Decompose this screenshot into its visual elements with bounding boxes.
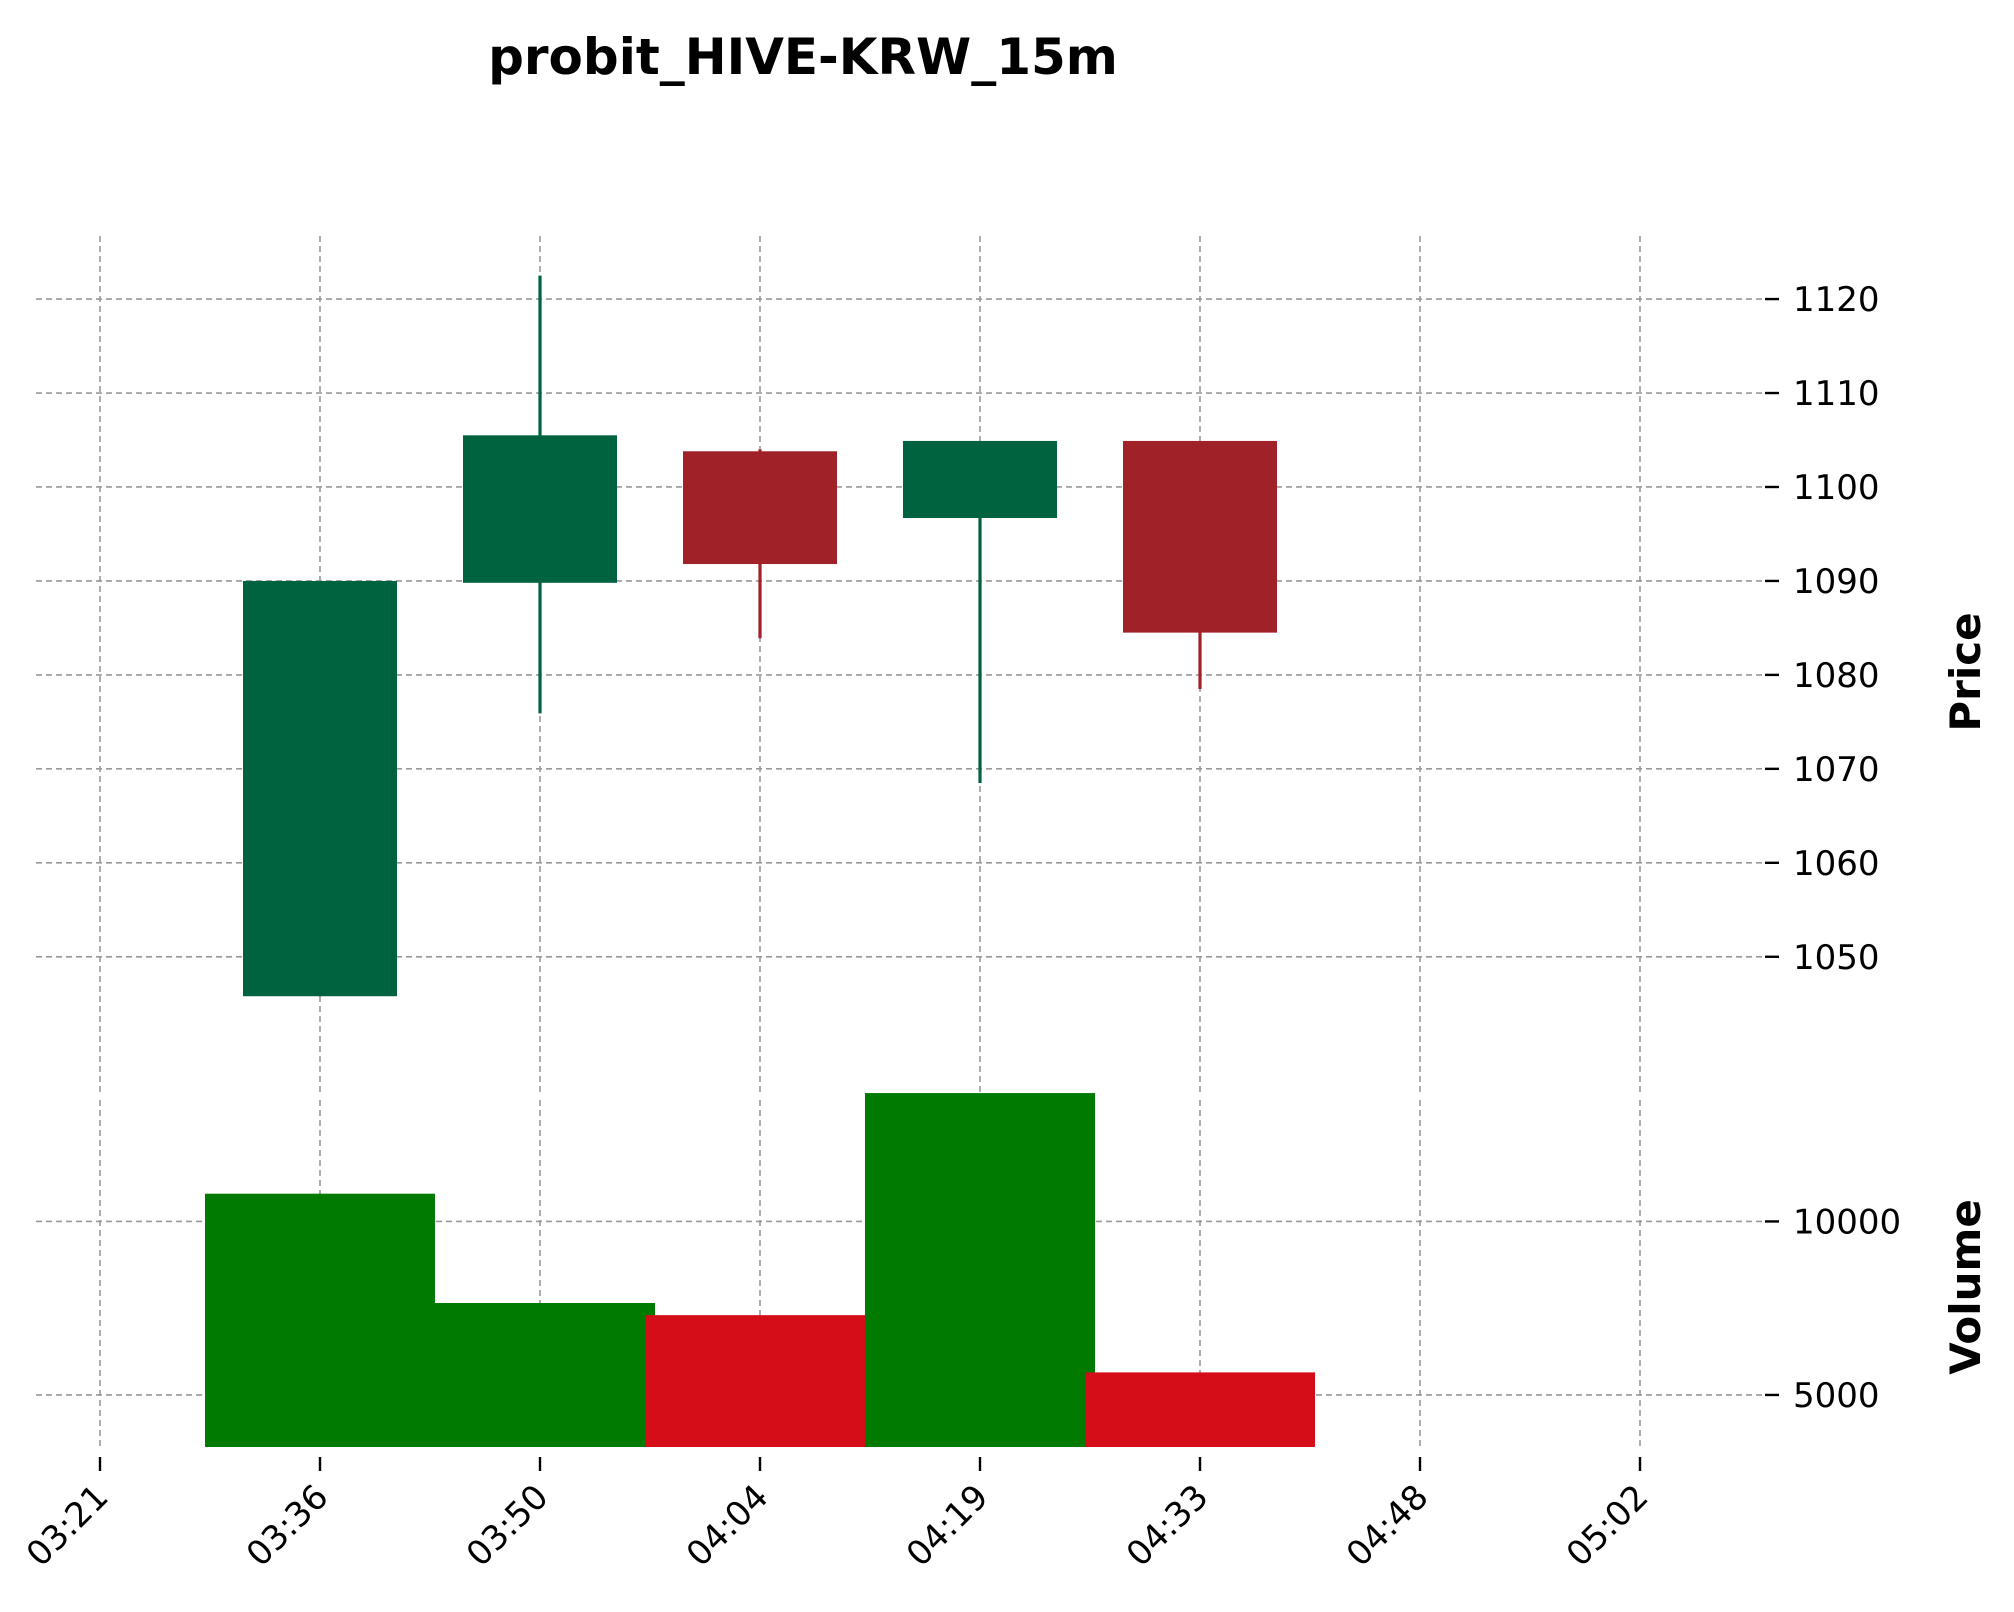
- time-tick-label: 03:50: [459, 1477, 557, 1575]
- price-tick-label: 1100: [1793, 468, 1880, 508]
- volume-bar: [645, 1315, 875, 1447]
- price-tick-label: 1120: [1793, 280, 1880, 320]
- volume-bar: [1085, 1372, 1315, 1447]
- candle-body: [903, 440, 1057, 518]
- volume-bar: [205, 1193, 435, 1447]
- price-tick-label: 1080: [1793, 656, 1880, 696]
- candle-body: [463, 435, 617, 583]
- price-tick-label: 1070: [1793, 750, 1880, 790]
- price-axis-label: Price: [1941, 612, 1990, 731]
- volume-bar: [865, 1093, 1095, 1447]
- candle-body: [1123, 440, 1277, 633]
- price-tick-label: 1090: [1793, 562, 1880, 602]
- time-tick-label: 05:02: [1559, 1477, 1657, 1575]
- volume-axis-label: Volume: [1941, 1199, 1990, 1375]
- time-tick-label: 04:04: [679, 1477, 777, 1575]
- time-tick-label: 04:33: [1119, 1477, 1217, 1575]
- time-tick-label: 04:19: [899, 1477, 997, 1575]
- time-tick-label: 03:36: [239, 1477, 337, 1575]
- candles-layer: [243, 275, 1277, 997]
- price-tick-label: 1110: [1793, 374, 1880, 414]
- volume-layer: [205, 1093, 1315, 1447]
- time-tick-label: 04:48: [1339, 1477, 1437, 1575]
- volume-tick-label: 5000: [1793, 1376, 1880, 1416]
- time-tick-label: 03:21: [19, 1477, 117, 1575]
- candle-body: [683, 451, 837, 565]
- candle-body: [243, 580, 397, 997]
- chart-title: probit_HIVE-KRW_15m: [488, 28, 1118, 86]
- volume-tick-label: 10000: [1793, 1202, 1901, 1242]
- volume-bar: [425, 1302, 655, 1447]
- price-tick-label: 1060: [1793, 844, 1880, 884]
- price-tick-label: 1050: [1793, 938, 1880, 978]
